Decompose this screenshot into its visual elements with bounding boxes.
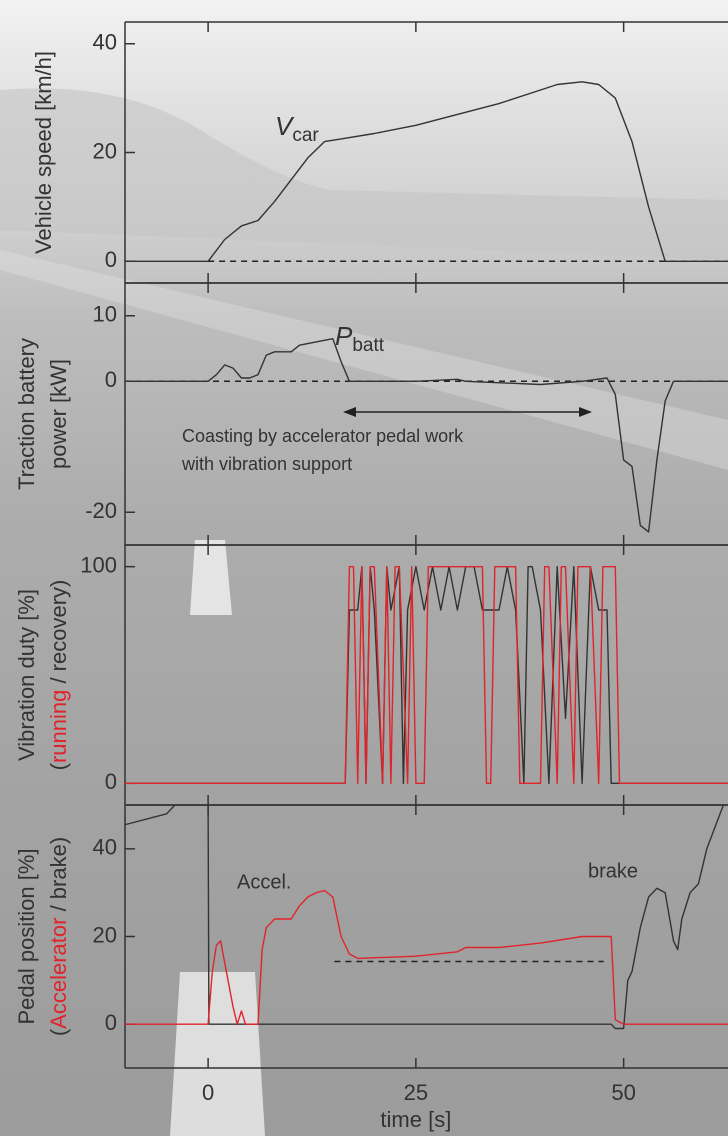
- y-axis-label-part: / brake): [46, 837, 71, 918]
- arrow-head: [343, 407, 356, 417]
- background-scene: [0, 88, 728, 1136]
- y-axis-label-part: / recovery): [46, 580, 71, 690]
- annotation-sub: car: [292, 125, 319, 146]
- panel: 0 20 40 0 25 50 Accel. brake Pedal position [%] (…: [14, 805, 728, 1132]
- y-tick-label: 20: [93, 138, 117, 163]
- annotation: Vcar: [275, 111, 319, 146]
- figure: 0 20 40 Vcar Vehicle speed [km/h] -20 0 10 Pbatt…: [0, 0, 728, 1136]
- annotation: Pbatt: [335, 321, 385, 356]
- annotation: with vibration support: [181, 454, 352, 474]
- annotation-sub: batt: [352, 335, 384, 356]
- road-marking: [170, 972, 265, 1136]
- panel: 0 100 Vibration duty [%] (running / recover…: [14, 545, 728, 805]
- y-axis-label: power [kW]: [46, 359, 71, 469]
- y-tick-label: 40: [93, 30, 117, 55]
- x-tick-label: 50: [611, 1080, 635, 1105]
- y-tick-label: 0: [105, 769, 117, 794]
- y-axis-label: Pedal position [%]: [14, 848, 39, 1024]
- annotation: Coasting by accelerator pedal work: [182, 426, 464, 446]
- y-axis-label: Vibration duty [%]: [14, 589, 39, 761]
- y-tick-label: 0: [105, 367, 117, 392]
- annotation-main: P: [335, 321, 353, 351]
- y-tick-label: 10: [93, 302, 117, 327]
- y-tick-label: 20: [93, 922, 117, 947]
- x-tick-label: 25: [404, 1080, 428, 1105]
- annotation: brake: [588, 860, 638, 882]
- y-axis-label-part: running: [46, 690, 71, 763]
- y-axis-label-part: Accelerator: [46, 918, 71, 1029]
- chart: 0 20 40 Vcar Vehicle speed [km/h] -20 0 10 Pbatt…: [0, 0, 728, 1136]
- y-tick-label: 0: [105, 1010, 117, 1035]
- annotation: Accel.: [237, 871, 291, 893]
- y-axis-label: Vehicle speed [km/h]: [31, 51, 56, 254]
- y-tick-label: -20: [85, 498, 117, 523]
- y-axis-label: Traction battery: [14, 338, 39, 490]
- y-axis-label: (Accelerator / brake): [46, 837, 71, 1036]
- hills: [0, 88, 728, 260]
- y-tick-label: 40: [93, 835, 117, 860]
- road-marking: [190, 540, 232, 615]
- y-tick-label: 0: [105, 247, 117, 272]
- y-tick-label: 100: [80, 552, 117, 577]
- x-axis-label: time [s]: [380, 1107, 451, 1132]
- x-tick-label: 0: [202, 1080, 214, 1105]
- y-axis-label: (running / recovery): [46, 580, 71, 771]
